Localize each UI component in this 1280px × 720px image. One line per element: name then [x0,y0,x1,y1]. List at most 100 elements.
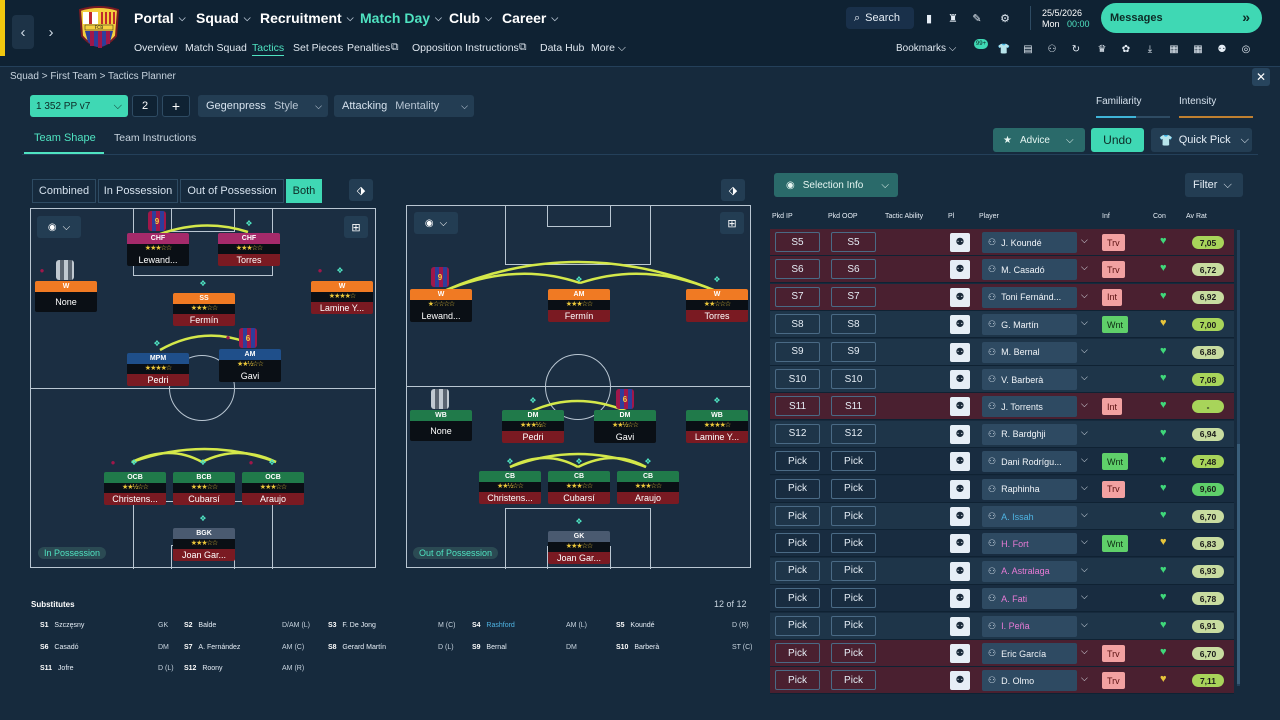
chevron-down-icon[interactable]: ⌵ [1081,536,1088,547]
pkd-oop-button[interactable]: S11 [831,396,876,417]
pkd-ip-button[interactable]: S9 [775,341,820,362]
substitute-item[interactable]: S10 Barberà ST (C) [616,644,756,651]
player-name-dropdown[interactable]: ⚇ J. Koundé [982,232,1077,253]
player-card[interactable]: AM ★★½☆☆ Gavi [219,349,281,382]
player-name-dropdown[interactable]: ⚇ M. Casadó [982,259,1077,281]
intensity-meter[interactable]: Intensity [1179,96,1253,118]
col-header-inf[interactable]: Inf [1102,213,1110,220]
substitute-item[interactable]: S7 A. Fernández AM (C) [184,644,324,651]
pkd-ip-button[interactable]: Pick [775,643,820,663]
col-header-av-rat[interactable]: Av Rat [1186,213,1207,220]
cup-icon[interactable]: ♛ [1097,43,1107,55]
substitute-item[interactable]: S3 F. De Jong M (C) [328,622,468,629]
pkd-ip-button[interactable]: S12 [775,423,820,444]
player-card[interactable]: CHF ★★★☆☆ Torres [218,233,280,266]
player-card[interactable]: MPM ★★★★☆ Pedri [127,353,189,386]
pkd-oop-button[interactable]: Pick [831,451,876,472]
player-card[interactable]: DM ★★½☆☆ Gavi [594,410,656,443]
pkd-ip-button[interactable]: S11 [775,396,820,417]
player-info-icon[interactable]: ⚉ [950,287,970,307]
chevron-down-icon[interactable]: ⌵ [1081,289,1088,300]
chevron-down-icon[interactable]: ⌵ [1081,646,1088,656]
messages-button[interactable]: Messages» [1101,3,1262,33]
nav-portal[interactable]: Portal ⌵ [134,10,186,26]
col-header-pl[interactable]: Pl [948,213,955,220]
subnav-set-pieces[interactable]: Set Pieces [293,42,344,54]
player-info-icon[interactable]: ⚉ [950,342,970,362]
player-card[interactable]: BGK ★★★☆☆ Joan Gar... [173,528,235,561]
player-card[interactable]: OCB ★★½☆☆ Christens... [104,472,166,505]
player-info-icon[interactable]: ⚉ [950,561,970,581]
table-row[interactable]: Pick Pick ⚉ ⚇ I. Peña ⌵ ♥ 6,91 [770,612,1234,640]
calendar2-icon[interactable]: ▦ [1193,43,1203,55]
breadcrumb[interactable]: Squad > First Team > Tactics Planner [10,71,176,82]
col-header-con[interactable]: Con [1153,213,1166,220]
table-row[interactable]: S8 S8 ⚉ ⚇ G. Martín ⌵ Wnt ♥ 7,00 [770,311,1234,339]
close-button[interactable]: ✕ [1252,68,1270,86]
player-card[interactable]: DM ★★★½☆ Pedri [502,410,564,443]
table-row[interactable]: Pick Pick ⚉ ⚇ Eric García ⌵ Trv ♥ 6,70 [770,640,1234,667]
back-button[interactable]: ‹ [12,15,34,49]
table-row[interactable]: S11 S11 ⚉ ⚇ J. Torrents ⌵ Int ♥ - [770,393,1234,421]
pkd-oop-button[interactable]: Pick [831,560,876,581]
player-info-icon[interactable]: ⚉ [950,589,970,609]
subnav-data-hub[interactable]: Data Hub [540,42,585,54]
nav-squad[interactable]: Squad ⌵ [196,10,251,26]
nav-recruitment[interactable]: Recruitment ⌵ [260,10,354,26]
bookmarks-dropdown[interactable]: Bookmarks ⌵ [896,43,957,54]
player-card[interactable]: WB None [410,410,472,441]
player-name-dropdown[interactable]: ⚇ Raphinha [982,478,1077,500]
chevron-down-icon[interactable]: ⌵ [1081,317,1088,328]
style-dropdown[interactable]: Gegenpress Style ⌵ [198,95,328,117]
substitute-item[interactable]: S12 Roony AM (R) [184,665,324,672]
chevron-down-icon[interactable]: ⌵ [1081,563,1088,574]
chevron-down-icon[interactable]: ⌵ [1081,426,1088,437]
chevron-down-icon[interactable]: ⌵ [1081,399,1088,410]
pkd-ip-button[interactable]: Pick [775,533,820,554]
player-card[interactable]: CB ★★★☆☆ Araujo [617,471,679,504]
pkd-ip-button[interactable]: Pick [775,478,820,499]
subnav-penalties[interactable]: Penalties [347,42,391,54]
filter-dropdown[interactable]: Filter ⌵ [1185,173,1243,197]
shirt-icon[interactable]: 👕 [997,43,1011,55]
group-icon[interactable]: ⚉ [1217,43,1227,55]
pkd-ip-button[interactable]: Pick [775,451,820,472]
pkd-oop-button[interactable]: S12 [831,423,876,444]
refresh-icon[interactable]: ↻ [1071,43,1081,55]
club-crest-icon[interactable]: FCB [76,6,122,54]
player-name-dropdown[interactable]: ⚇ J. Torrents [982,396,1077,418]
player-name-dropdown[interactable]: ⚇ A. Astralaga [982,560,1077,582]
swap-icon[interactable]: ⬗ [721,179,745,201]
player-info-icon[interactable]: ⚉ [950,370,970,389]
chevron-down-icon[interactable]: ⌵ [1081,509,1088,519]
visibility-toggle[interactable]: ◉ ⌵ [414,212,458,234]
pkd-oop-button[interactable]: Pick [831,533,876,554]
paw-icon[interactable]: ✿ [1121,43,1131,55]
chevron-down-icon[interactable]: ⌵ [1081,454,1088,465]
table-row[interactable]: S10 S10 ⚉ ⚇ V. Barberà ⌵ ♥ 7,08 [770,366,1234,393]
table-row[interactable]: Pick Pick ⚉ ⚇ A. Astralaga ⌵ ♥ 6,93 [770,557,1234,585]
pkd-ip-button[interactable]: S8 [775,314,820,335]
chevron-down-icon[interactable]: ⌵ [1081,591,1088,602]
player-info-icon[interactable]: ⚉ [950,233,970,252]
player-card[interactable]: BCB ★★★☆☆ Cubarsí [173,472,235,505]
chevron-down-icon[interactable]: ⌵ [1081,344,1088,355]
pkd-ip-button[interactable]: S7 [775,286,820,307]
player-info-icon[interactable]: ⚉ [950,424,970,444]
player-name-dropdown[interactable]: ⚇ A. Issah [982,506,1077,527]
player-info-icon[interactable]: ⚉ [950,534,970,554]
pkd-ip-button[interactable]: S6 [775,259,820,280]
player-name-dropdown[interactable]: ⚇ V. Barberà [982,369,1077,390]
chevron-down-icon[interactable]: ⌵ [1081,372,1088,382]
table-row[interactable]: Pick Pick ⚉ ⚇ Raphinha ⌵ Trv ♥ 9,60 [770,475,1234,503]
bookmark-icon[interactable]: ▮ [925,12,933,25]
chevron-down-icon[interactable]: ⌵ [1081,262,1088,273]
player-card[interactable]: W ★★☆☆☆ Torres [686,289,748,322]
subnav-opposition-instructions[interactable]: Opposition Instructions [412,42,519,54]
player-card[interactable]: W None [35,281,97,312]
pkd-ip-button[interactable]: Pick [775,670,820,691]
advice-button[interactable]: ★ Advice ⌵ [993,128,1085,152]
pkd-oop-button[interactable]: S10 [831,369,876,389]
view-both[interactable]: Both [286,179,322,203]
download-icon[interactable]: ⤓ [1147,43,1153,55]
